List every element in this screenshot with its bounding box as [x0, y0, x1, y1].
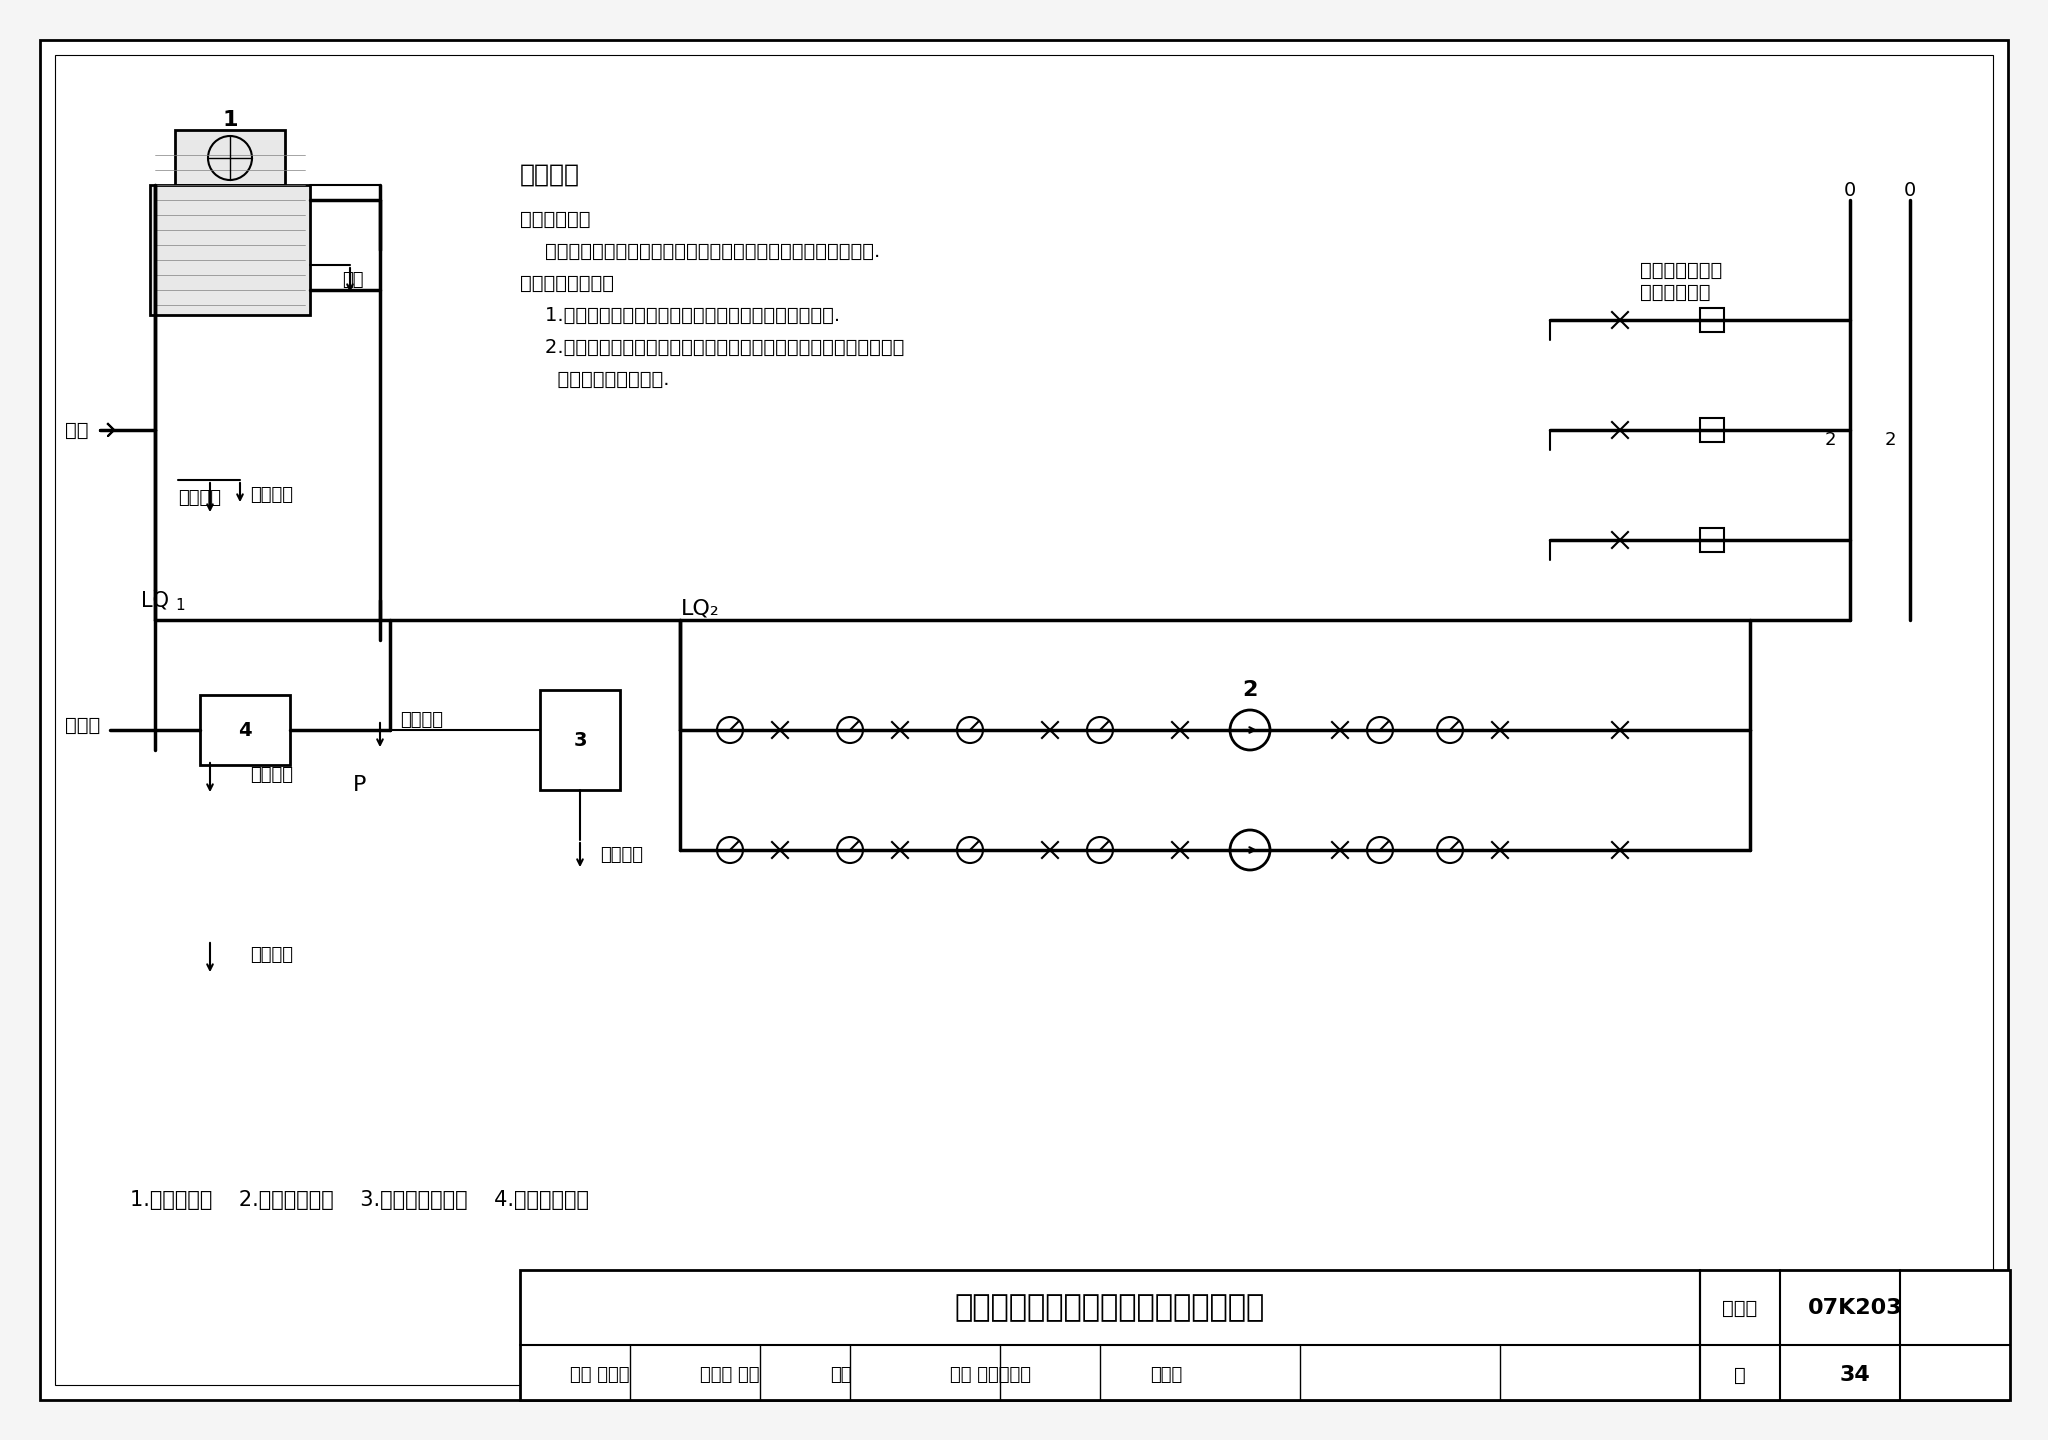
- Text: 冬季泄水: 冬季泄水: [250, 946, 293, 963]
- Text: 补水: 补水: [63, 420, 88, 439]
- Text: 冬季泄水: 冬季泄水: [600, 847, 643, 864]
- Circle shape: [956, 717, 983, 743]
- Text: 34: 34: [1839, 1365, 1870, 1385]
- Circle shape: [1231, 829, 1270, 870]
- Circle shape: [1087, 717, 1112, 743]
- Text: 租户有空调需求与建筑中央空调系统供应不一致的局部空调要求.: 租户有空调需求与建筑中央空调系统供应不一致的局部空调要求.: [520, 242, 881, 261]
- Text: 冬季泄水: 冬季泄水: [178, 490, 221, 507]
- Text: 3: 3: [573, 730, 586, 749]
- Text: 水冷空调设备: 水冷空调设备: [1640, 282, 1710, 301]
- Text: 0: 0: [1843, 180, 1855, 200]
- Text: 4: 4: [238, 720, 252, 740]
- Circle shape: [1087, 837, 1112, 863]
- Circle shape: [838, 837, 862, 863]
- Bar: [1700, 308, 1724, 333]
- Text: 0: 0: [1905, 180, 1917, 200]
- Text: 康清: 康清: [829, 1367, 852, 1384]
- Text: 冬季泄水: 冬季泄水: [399, 711, 442, 729]
- Text: 殷国艳: 殷国艳: [1151, 1367, 1182, 1384]
- Text: 2: 2: [1243, 680, 1257, 700]
- Text: 07K203: 07K203: [1808, 1297, 1903, 1318]
- Text: P: P: [354, 775, 367, 795]
- Bar: [541, 690, 621, 791]
- Text: 接各层租户独立: 接各层租户独立: [1640, 261, 1722, 279]
- Circle shape: [1231, 710, 1270, 750]
- Text: 2.各租户支管应设开关型电动两通阀，租户空调冷却水循环泵宜采用: 2.各租户支管应设开关型电动两通阀，租户空调冷却水循环泵宜采用: [520, 338, 905, 357]
- Text: 冬季泄水: 冬季泄水: [250, 487, 293, 504]
- Bar: [174, 130, 285, 184]
- Circle shape: [1438, 837, 1462, 863]
- Text: 页: 页: [1735, 1365, 1745, 1384]
- Circle shape: [838, 717, 862, 743]
- Circle shape: [1366, 717, 1393, 743]
- Text: 2: 2: [1825, 431, 1835, 449]
- Text: 设计说明: 设计说明: [520, 163, 580, 187]
- Text: 1.根据预测的租户空调制冷负荷，确定冷却塔装机容量.: 1.根据预测的租户空调制冷负荷，确定冷却塔装机容量.: [520, 307, 840, 325]
- Text: LQ₂: LQ₂: [680, 598, 719, 618]
- Bar: [201, 696, 291, 765]
- Text: 1: 1: [223, 109, 238, 130]
- Text: 图集号: 图集号: [1722, 1299, 1757, 1318]
- Text: 进水: 进水: [342, 271, 362, 289]
- Text: LQ: LQ: [141, 590, 170, 611]
- Circle shape: [209, 135, 252, 180]
- Text: 伍七子 校对: 伍七子 校对: [700, 1367, 760, 1384]
- Text: 1: 1: [176, 598, 184, 612]
- Text: 2: 2: [1884, 431, 1896, 449]
- Circle shape: [717, 837, 743, 863]
- Text: 冬季泄水: 冬季泄水: [250, 766, 293, 783]
- Text: 一、使用范围: 一、使用范围: [520, 210, 590, 229]
- Text: 闭式冷却塔租户空调冷却水系统原理图: 闭式冷却塔租户空调冷却水系统原理图: [954, 1293, 1266, 1322]
- Bar: [150, 184, 309, 315]
- Circle shape: [956, 837, 983, 863]
- Text: 自来水: 自来水: [66, 716, 100, 734]
- Bar: [1700, 528, 1724, 552]
- Text: 二、系统设计原则: 二、系统设计原则: [520, 274, 614, 292]
- Text: 审核 伍小亭: 审核 伍小亭: [569, 1367, 629, 1384]
- Circle shape: [1366, 837, 1393, 863]
- Text: 变频变流量运行方式.: 变频变流量运行方式.: [520, 370, 670, 389]
- Bar: [1700, 418, 1724, 442]
- Text: 1.闭式冷却塔    2.冷却水循环泵    3.自动水处理装置    4.补水定压装置: 1.闭式冷却塔 2.冷却水循环泵 3.自动水处理装置 4.补水定压装置: [129, 1189, 590, 1210]
- Circle shape: [1438, 717, 1462, 743]
- Text: 康清 设计殷国艳: 康清 设计殷国艳: [950, 1367, 1030, 1384]
- Circle shape: [717, 717, 743, 743]
- Bar: [520, 1270, 2009, 1400]
